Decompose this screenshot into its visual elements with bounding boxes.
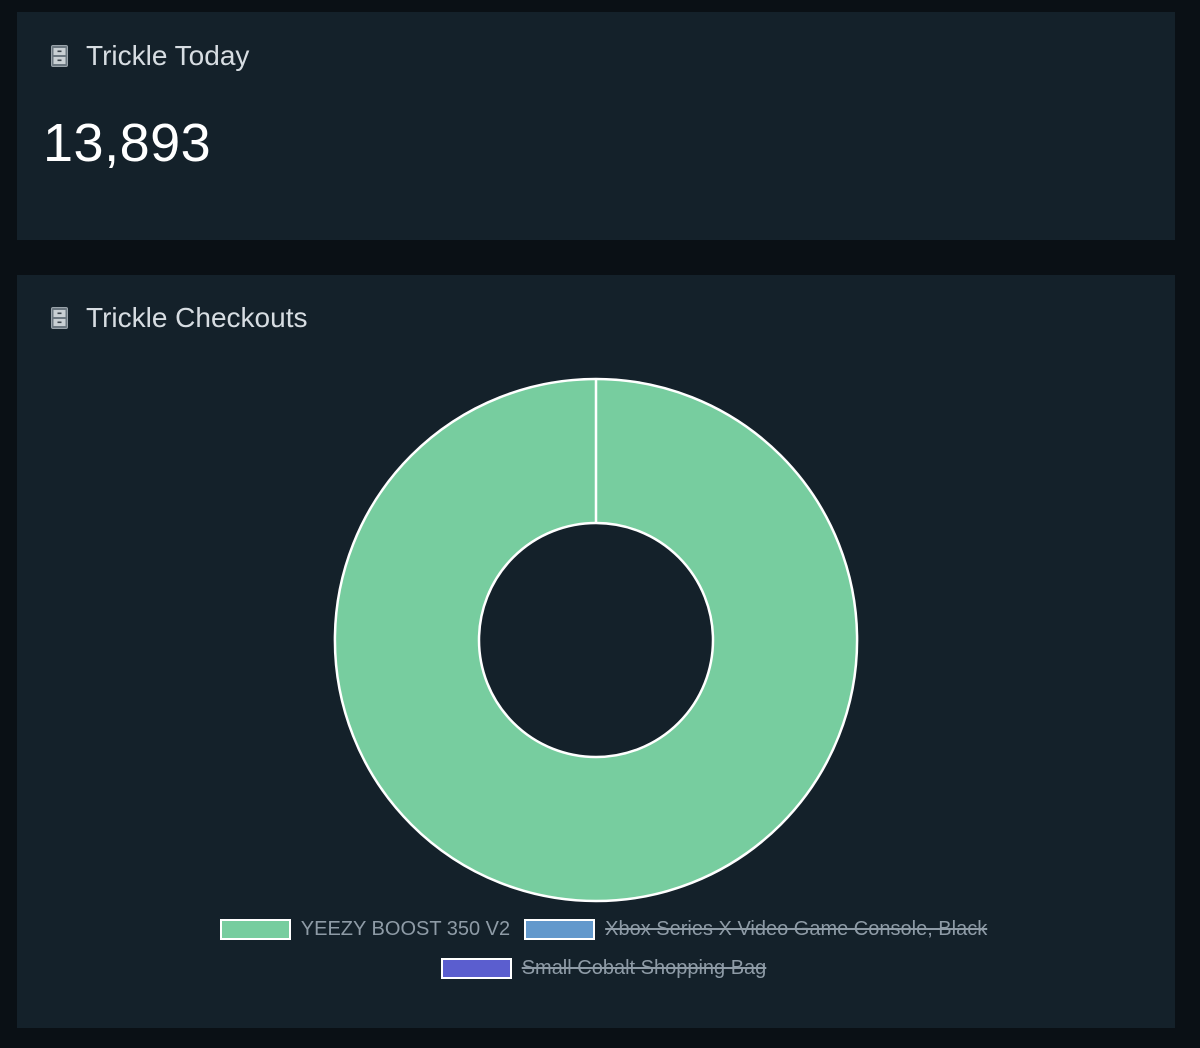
file-cabinet-icon — [51, 307, 68, 329]
file-cabinet-icon — [51, 45, 68, 67]
doughnut-chart — [333, 377, 859, 903]
card-header: Trickle Checkouts — [51, 302, 307, 334]
legend-swatch — [524, 919, 596, 940]
doughnut-slice[interactable] — [333, 377, 859, 903]
legend-label: YEEZY BOOST 350 V2 — [300, 918, 511, 940]
legend-item[interactable]: YEEZY BOOST 350 V2 — [219, 918, 511, 941]
legend-label: Xbox Series X Video Game Console, Black — [605, 918, 988, 940]
card-title: Trickle Today — [86, 40, 250, 71]
legend-swatch — [440, 958, 512, 979]
legend-swatch — [219, 919, 291, 940]
metric-value: 13,893 — [43, 113, 212, 173]
legend-item[interactable]: Small Cobalt Shopping Bag — [440, 957, 767, 980]
legend-item[interactable]: Xbox Series X Video Game Console, Black — [524, 918, 987, 941]
trickle-today-card: Trickle Today 13,893 — [17, 12, 1175, 240]
card-title: Trickle Checkouts — [86, 302, 308, 333]
chart-legend: Small Cobalt Shopping Bag — [17, 957, 1175, 980]
legend-label: Small Cobalt Shopping Bag — [521, 957, 767, 979]
chart-legend: YEEZY BOOST 350 V2 Xbox Series X Video G… — [17, 918, 1175, 941]
card-header: Trickle Today — [51, 40, 249, 72]
trickle-checkouts-card: Trickle Checkouts YEEZY BOOST 350 V2 Xbo… — [17, 275, 1175, 1028]
